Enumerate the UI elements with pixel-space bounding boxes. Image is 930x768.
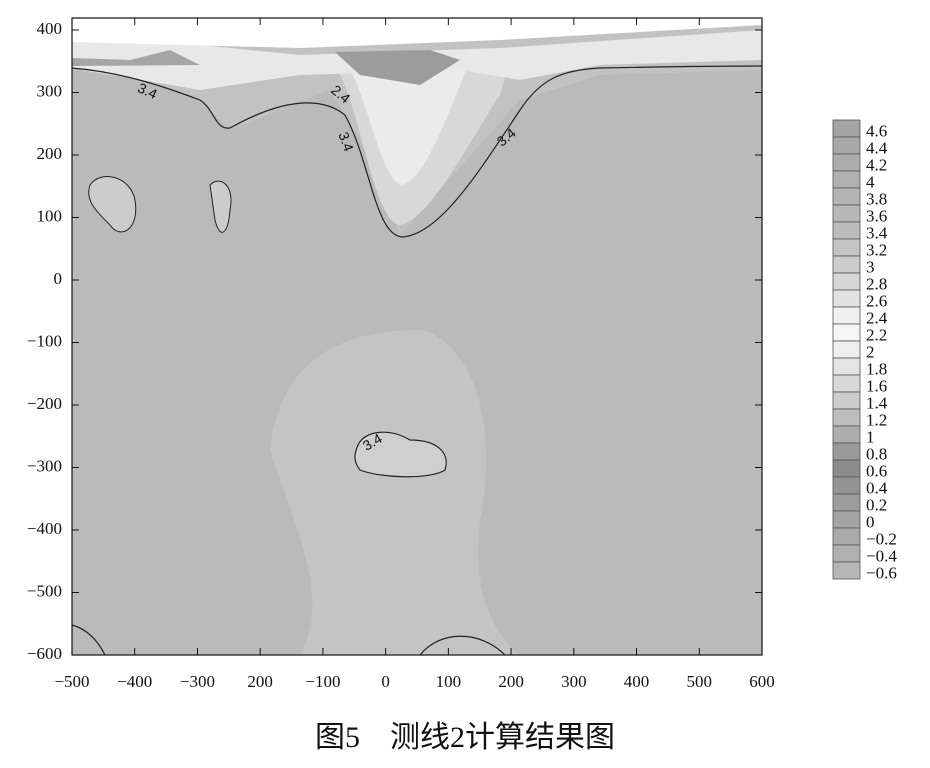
x-tick-label: 200: [498, 672, 524, 691]
colorbar-label: 3.4: [866, 224, 888, 243]
colorbar-swatch: [832, 425, 861, 444]
colorbar-swatch: [832, 544, 861, 563]
colorbar-swatch: [832, 306, 861, 325]
colorbar-label: −0.4: [866, 547, 897, 566]
colorbar-swatch: [832, 221, 861, 240]
colorbar-swatch: [832, 153, 861, 172]
x-tick-label: 400: [624, 672, 650, 691]
x-tick-label: −300: [180, 672, 215, 691]
contour-line: [88, 176, 137, 233]
colorbar-label: 1.2: [866, 411, 887, 430]
colorbar-label: 2.6: [866, 292, 887, 311]
y-tick-label: −200: [27, 394, 62, 413]
x-tick-label: 100: [436, 672, 462, 691]
contour-line: [209, 180, 232, 233]
colorbar-swatch: [832, 187, 861, 206]
colorbar-label: 1.8: [866, 360, 887, 379]
colorbar-swatch: [832, 459, 861, 478]
y-tick-label: −100: [27, 331, 62, 350]
colorbar-label: 1.6: [866, 377, 887, 396]
colorbar-label: 2.4: [866, 309, 888, 328]
colorbar-swatch: [832, 374, 861, 393]
colorbar-label: 3.6: [866, 207, 887, 226]
x-tick-label: 500: [687, 672, 713, 691]
contour-line: [419, 635, 506, 656]
contour-label: 3.4: [335, 130, 357, 154]
colorbar-label: 4.6: [866, 122, 887, 141]
contour-line: [71, 624, 106, 656]
contour-line: [71, 65, 763, 238]
caption: 图5 测线2计算结果图: [315, 721, 615, 754]
colorbar-label: 1: [866, 428, 875, 447]
colorbar-label: 2: [866, 343, 875, 362]
contour-field: [71, 18, 763, 656]
colorbar-label: 0.2: [866, 496, 887, 515]
x-tick-label: 200: [247, 672, 273, 691]
colorbar-swatch: [832, 289, 861, 308]
colorbar-swatch: [832, 323, 861, 342]
y-tick-label: −600: [27, 644, 62, 663]
y-tick-label: 100: [37, 206, 63, 225]
y-tick-label: 300: [37, 81, 63, 100]
x-tick-label: 0: [381, 672, 390, 691]
colorbar-label: 3: [866, 258, 875, 277]
x-tick-label: −400: [117, 672, 152, 691]
y-tick-label: 200: [37, 144, 63, 163]
colorbar-label: 1.4: [866, 394, 888, 413]
x-tick-label: −100: [305, 672, 340, 691]
colorbar-swatch: [832, 493, 861, 512]
colorbar-swatch: [832, 238, 861, 257]
field-patch: [335, 50, 460, 85]
colorbar-label: 3.2: [866, 241, 887, 260]
colorbar-label: 0.6: [866, 462, 887, 481]
colorbar-swatch: [832, 476, 861, 495]
x-tick-label: −500: [54, 672, 89, 691]
colorbar-label: 2.8: [866, 275, 887, 294]
colorbar-label: 4.2: [866, 156, 887, 175]
field-band: [72, 18, 762, 48]
colorbar-swatch: [832, 510, 861, 529]
colorbar-label: 0.4: [866, 479, 888, 498]
colorbar-swatch: [832, 272, 861, 291]
y-tick-label: −400: [27, 519, 62, 538]
colorbar-swatch: [832, 340, 861, 359]
y-tick-label: 0: [54, 269, 63, 288]
x-tick-label: 300: [561, 672, 587, 691]
colorbar-label: 2.2: [866, 326, 887, 345]
colorbar-label: −0.6: [866, 564, 897, 583]
contour-label: 3.4: [135, 79, 160, 102]
colorbar-swatch: [832, 391, 861, 410]
colorbar-label: 0: [866, 513, 875, 532]
colorbar-swatch: [832, 561, 861, 580]
colorbar-label: −0.2: [866, 530, 897, 549]
colorbar-label: 3.8: [866, 190, 887, 209]
colorbar-swatch: [832, 204, 861, 223]
field-region: [345, 60, 470, 185]
y-tick-label: −300: [27, 456, 62, 475]
plot-frame: [71, 17, 763, 656]
colorbar-label: 4.4: [866, 139, 888, 158]
colorbar-swatch: [832, 442, 861, 461]
x-tick-label: 600: [749, 672, 775, 691]
colorbar-swatch: [832, 357, 861, 376]
colorbar-swatch: [832, 136, 861, 155]
colorbar-swatch: [832, 119, 861, 138]
colorbar-swatch: [832, 170, 861, 189]
field-region: [270, 330, 520, 655]
colorbar-label: 4: [866, 173, 875, 192]
y-tick-label: 400: [37, 19, 63, 38]
contour-line: [354, 431, 447, 478]
colorbar-swatch: [832, 408, 861, 427]
colorbar-swatch: [832, 527, 861, 546]
colorbar-label: 0.8: [866, 445, 887, 464]
field-patch: [72, 50, 200, 66]
y-tick-label: −500: [27, 581, 62, 600]
colorbar-swatch: [832, 255, 861, 274]
